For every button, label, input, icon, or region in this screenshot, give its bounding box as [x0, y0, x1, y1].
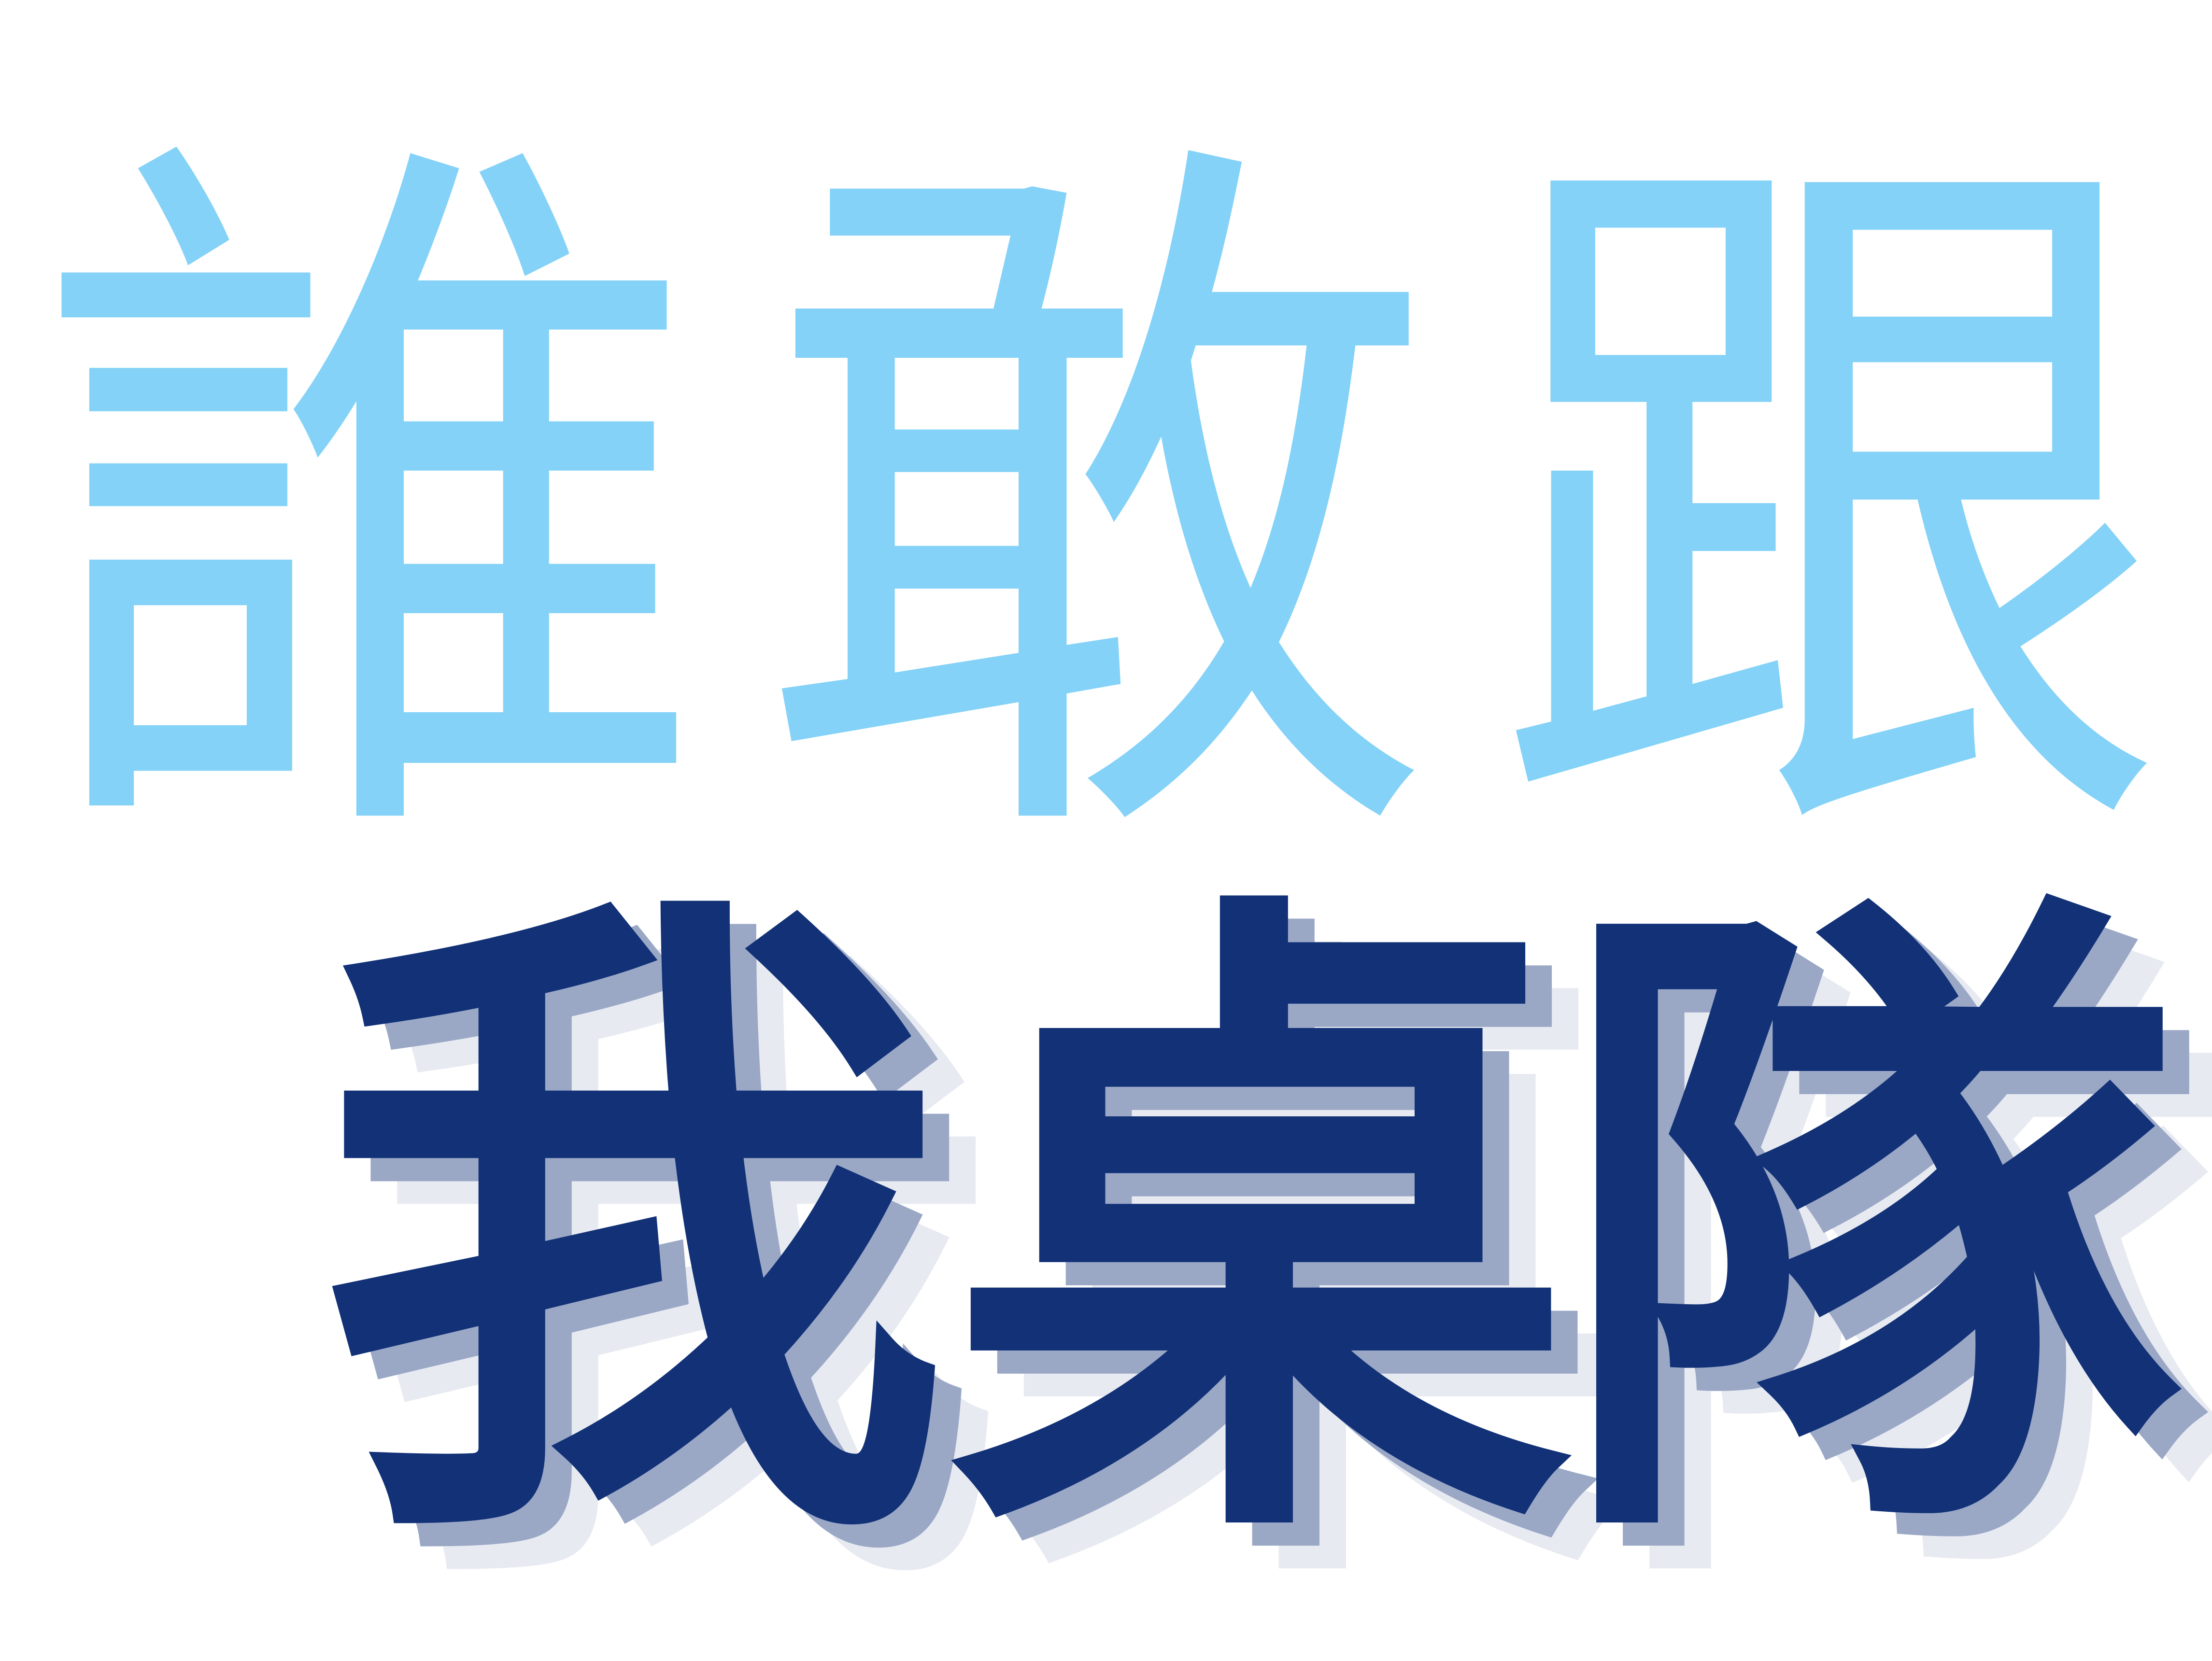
line2-char-1: 我 — [319, 847, 947, 1615]
line2-char-3-shadow-near: 隊 — [1582, 871, 2210, 1638]
line2-char-2-shadow-near: 桌 — [973, 871, 1601, 1638]
line2-char-3-shadow-far: 隊 — [1608, 893, 2212, 1661]
line2-char-2-shadow-far: 桌 — [1000, 893, 1628, 1661]
headline-line-1: 誰 敢 跟 — [10, 119, 2202, 894]
line1-char-1: 誰 — [34, 85, 710, 929]
line2-char-3-group: 隊 隊 隊 — [1536, 851, 2212, 1658]
line2-char-1-group: 我 我 我 — [299, 851, 1000, 1658]
headline-line-2: 我 我 我 桌 桌 桌 隊 隊 隊 — [299, 851, 2212, 1658]
line1-char-2: 敢 — [758, 85, 1434, 929]
line2-char-2-group: 桌 桌 桌 — [927, 851, 1628, 1658]
line2-char-1-shadow-far: 我 — [372, 893, 1000, 1661]
line2-char-2: 桌 — [947, 847, 1574, 1615]
line1-char-3: 跟 — [1492, 85, 2169, 929]
line2-char-1-shadow-near: 我 — [345, 871, 973, 1638]
line2-char-3: 隊 — [1555, 847, 2183, 1615]
